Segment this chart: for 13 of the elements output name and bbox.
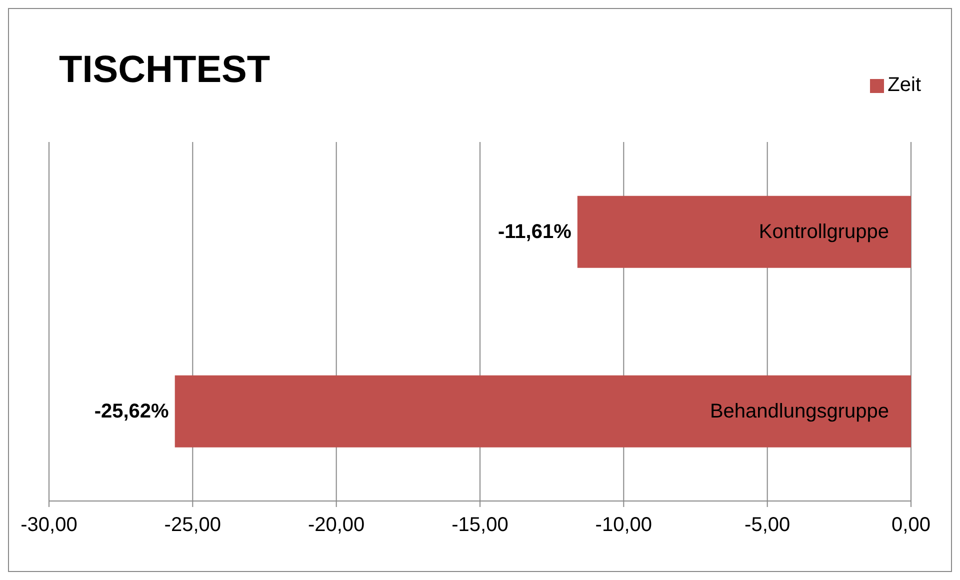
legend-label: Zeit: [888, 74, 921, 96]
chart-title: TISCHTEST: [59, 49, 270, 92]
y-tick-label: Behandlungsgruppe: [710, 400, 889, 422]
x-tick-label: -10,00: [595, 514, 652, 536]
x-tick-label: -5,00: [744, 514, 790, 536]
x-tick-label: 0,00: [892, 514, 930, 536]
x-tick-label: -30,00: [20, 514, 78, 536]
x-tick-label: -25,00: [164, 514, 222, 536]
y-tick-label: Kontrollgruppe: [758, 220, 889, 243]
data-label: -11,61%: [498, 220, 572, 243]
x-tick-label: -20,00: [308, 514, 365, 536]
x-tick-label: -15,00: [452, 514, 508, 536]
data-label: -25,62%: [94, 400, 170, 422]
